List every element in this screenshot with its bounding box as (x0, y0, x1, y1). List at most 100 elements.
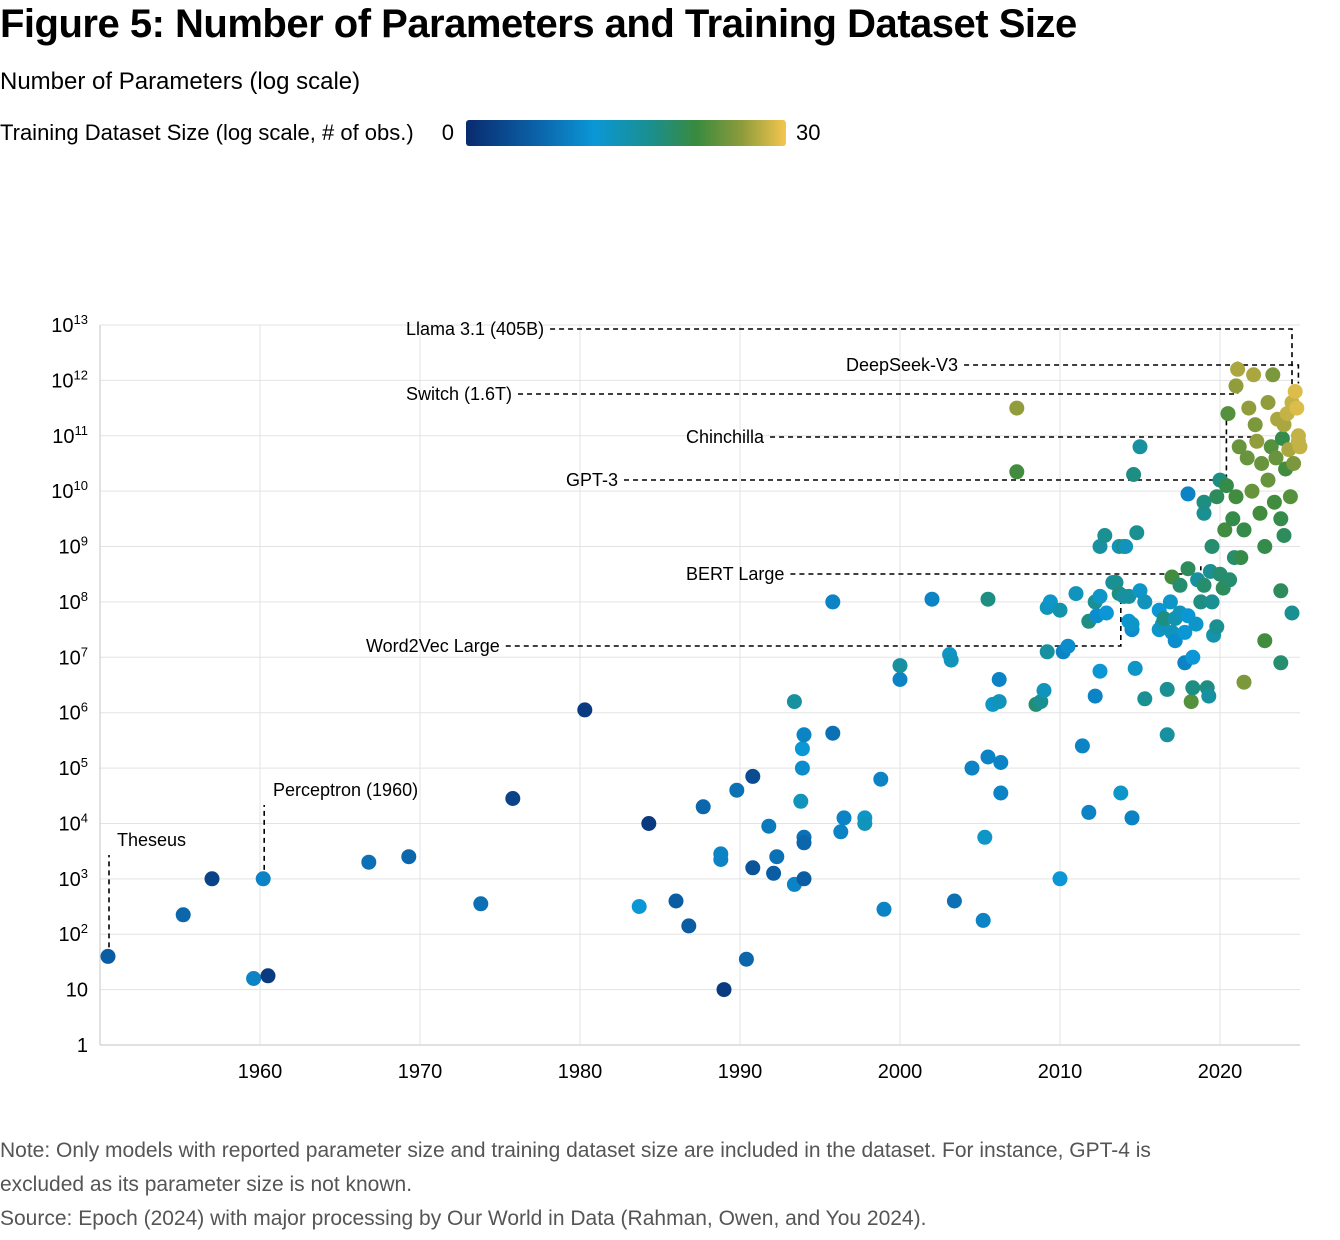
data-point (1257, 539, 1273, 554)
data-point (668, 893, 684, 909)
annotation-leader (770, 436, 1258, 439)
data-point (1172, 577, 1188, 593)
data-point (1113, 785, 1129, 801)
data-point (1244, 483, 1260, 499)
data-point (1260, 472, 1276, 488)
x-tick-label: 1980 (558, 1061, 603, 1083)
data-point (1009, 464, 1025, 480)
annotation-label: Llama 3.1 (405B) (406, 319, 544, 339)
data-point (796, 835, 812, 851)
data-point (993, 785, 1009, 801)
data-point (246, 971, 262, 986)
x-tick-label: 2020 (1198, 1061, 1243, 1083)
y-tick-label: 1 (77, 1035, 88, 1057)
data-point (204, 871, 220, 887)
data-point (991, 672, 1007, 687)
data-point (695, 799, 711, 815)
data-point (716, 982, 732, 998)
data-point (991, 694, 1007, 710)
data-point (1287, 384, 1303, 399)
data-point (1233, 550, 1249, 566)
data-point (1162, 594, 1178, 610)
data-point (1265, 367, 1281, 383)
data-point (1097, 528, 1113, 543)
data-point (175, 907, 191, 923)
data-point (946, 893, 962, 909)
data-point (1180, 561, 1196, 577)
annotation-label: GPT-3 (566, 470, 618, 490)
data-point (980, 591, 996, 607)
data-point (1036, 683, 1052, 698)
data-point (1225, 511, 1241, 527)
data-point (1009, 400, 1025, 416)
annotation-leader (505, 588, 1122, 647)
data-point (964, 760, 980, 776)
y-tick-label: 109 (59, 534, 88, 559)
x-tick-label: 2000 (878, 1061, 923, 1083)
data-point (892, 672, 908, 687)
data-points (100, 361, 1308, 998)
data-point (1231, 439, 1247, 455)
annotation-label: Perceptron (1960) (273, 780, 418, 800)
data-point (361, 854, 377, 870)
data-point (1266, 494, 1282, 510)
axes: 1 10 102 103 104 105 106 107 108 109 1010 1011 1012 1… (51, 312, 1300, 1083)
y-tick-label: 1010 (51, 478, 88, 503)
data-point (713, 852, 729, 867)
legend-gradient-bar (465, 120, 786, 146)
data-point (1289, 400, 1305, 416)
color-legend: Training Dataset Size (log scale, # of o… (0, 118, 820, 148)
y-tick-label: 102 (59, 921, 88, 946)
annotation-leaders (108, 328, 1300, 948)
x-tick-label: 2010 (1038, 1061, 1083, 1083)
y-tick-label: 1012 (51, 367, 88, 392)
data-point (1118, 539, 1134, 554)
data-point (1068, 586, 1084, 602)
data-point (977, 829, 993, 845)
legend-label: Training Dataset Size (log scale, # of o… (0, 120, 414, 145)
data-point (745, 860, 761, 876)
x-tick-label: 1990 (718, 1061, 763, 1083)
annotation-labels: Theseus Perceptron (1960) Word2Vec Large BE… (117, 319, 958, 850)
data-point (1246, 367, 1262, 383)
data-point (1092, 588, 1108, 604)
data-point (1254, 456, 1270, 471)
data-point (745, 768, 761, 784)
data-point (1217, 522, 1233, 538)
data-point (1060, 638, 1076, 654)
data-point (1185, 680, 1201, 696)
data-point (1276, 528, 1292, 543)
data-point (1204, 539, 1220, 554)
data-point (1081, 804, 1097, 820)
data-point (505, 791, 521, 806)
data-point (1222, 572, 1238, 588)
note-text-continued: excluded as its parameter size is not kn… (0, 1173, 413, 1196)
data-point (1156, 611, 1172, 626)
legend-max: 30 (795, 120, 821, 145)
data-point (1039, 644, 1055, 660)
y-tick-label: 107 (59, 644, 88, 669)
y-tick-label: 1011 (52, 423, 88, 448)
data-point (1230, 361, 1246, 377)
data-point (1121, 588, 1137, 604)
data-point (1098, 605, 1114, 621)
data-point (1236, 674, 1252, 690)
data-point (1188, 616, 1204, 632)
y-axis-title: Number of Parameters (log scale) (0, 68, 361, 95)
y-tick-label: 10 (66, 980, 88, 1002)
data-point (1273, 583, 1289, 599)
y-tick-label: 105 (59, 755, 88, 780)
data-point (993, 755, 1009, 770)
data-point (1273, 655, 1289, 671)
annotation-label: Word2Vec Large (366, 636, 500, 656)
data-point (1249, 433, 1265, 449)
annotation-leader (790, 566, 1202, 575)
figure-title: Figure 5: Number of Parameters and Train… (0, 2, 1077, 46)
data-point (769, 849, 785, 865)
data-point (1228, 378, 1244, 394)
data-point (1183, 694, 1199, 710)
y-tick-label: 104 (59, 810, 88, 835)
data-point (794, 741, 810, 757)
data-point (793, 793, 809, 809)
data-point (1193, 594, 1209, 610)
